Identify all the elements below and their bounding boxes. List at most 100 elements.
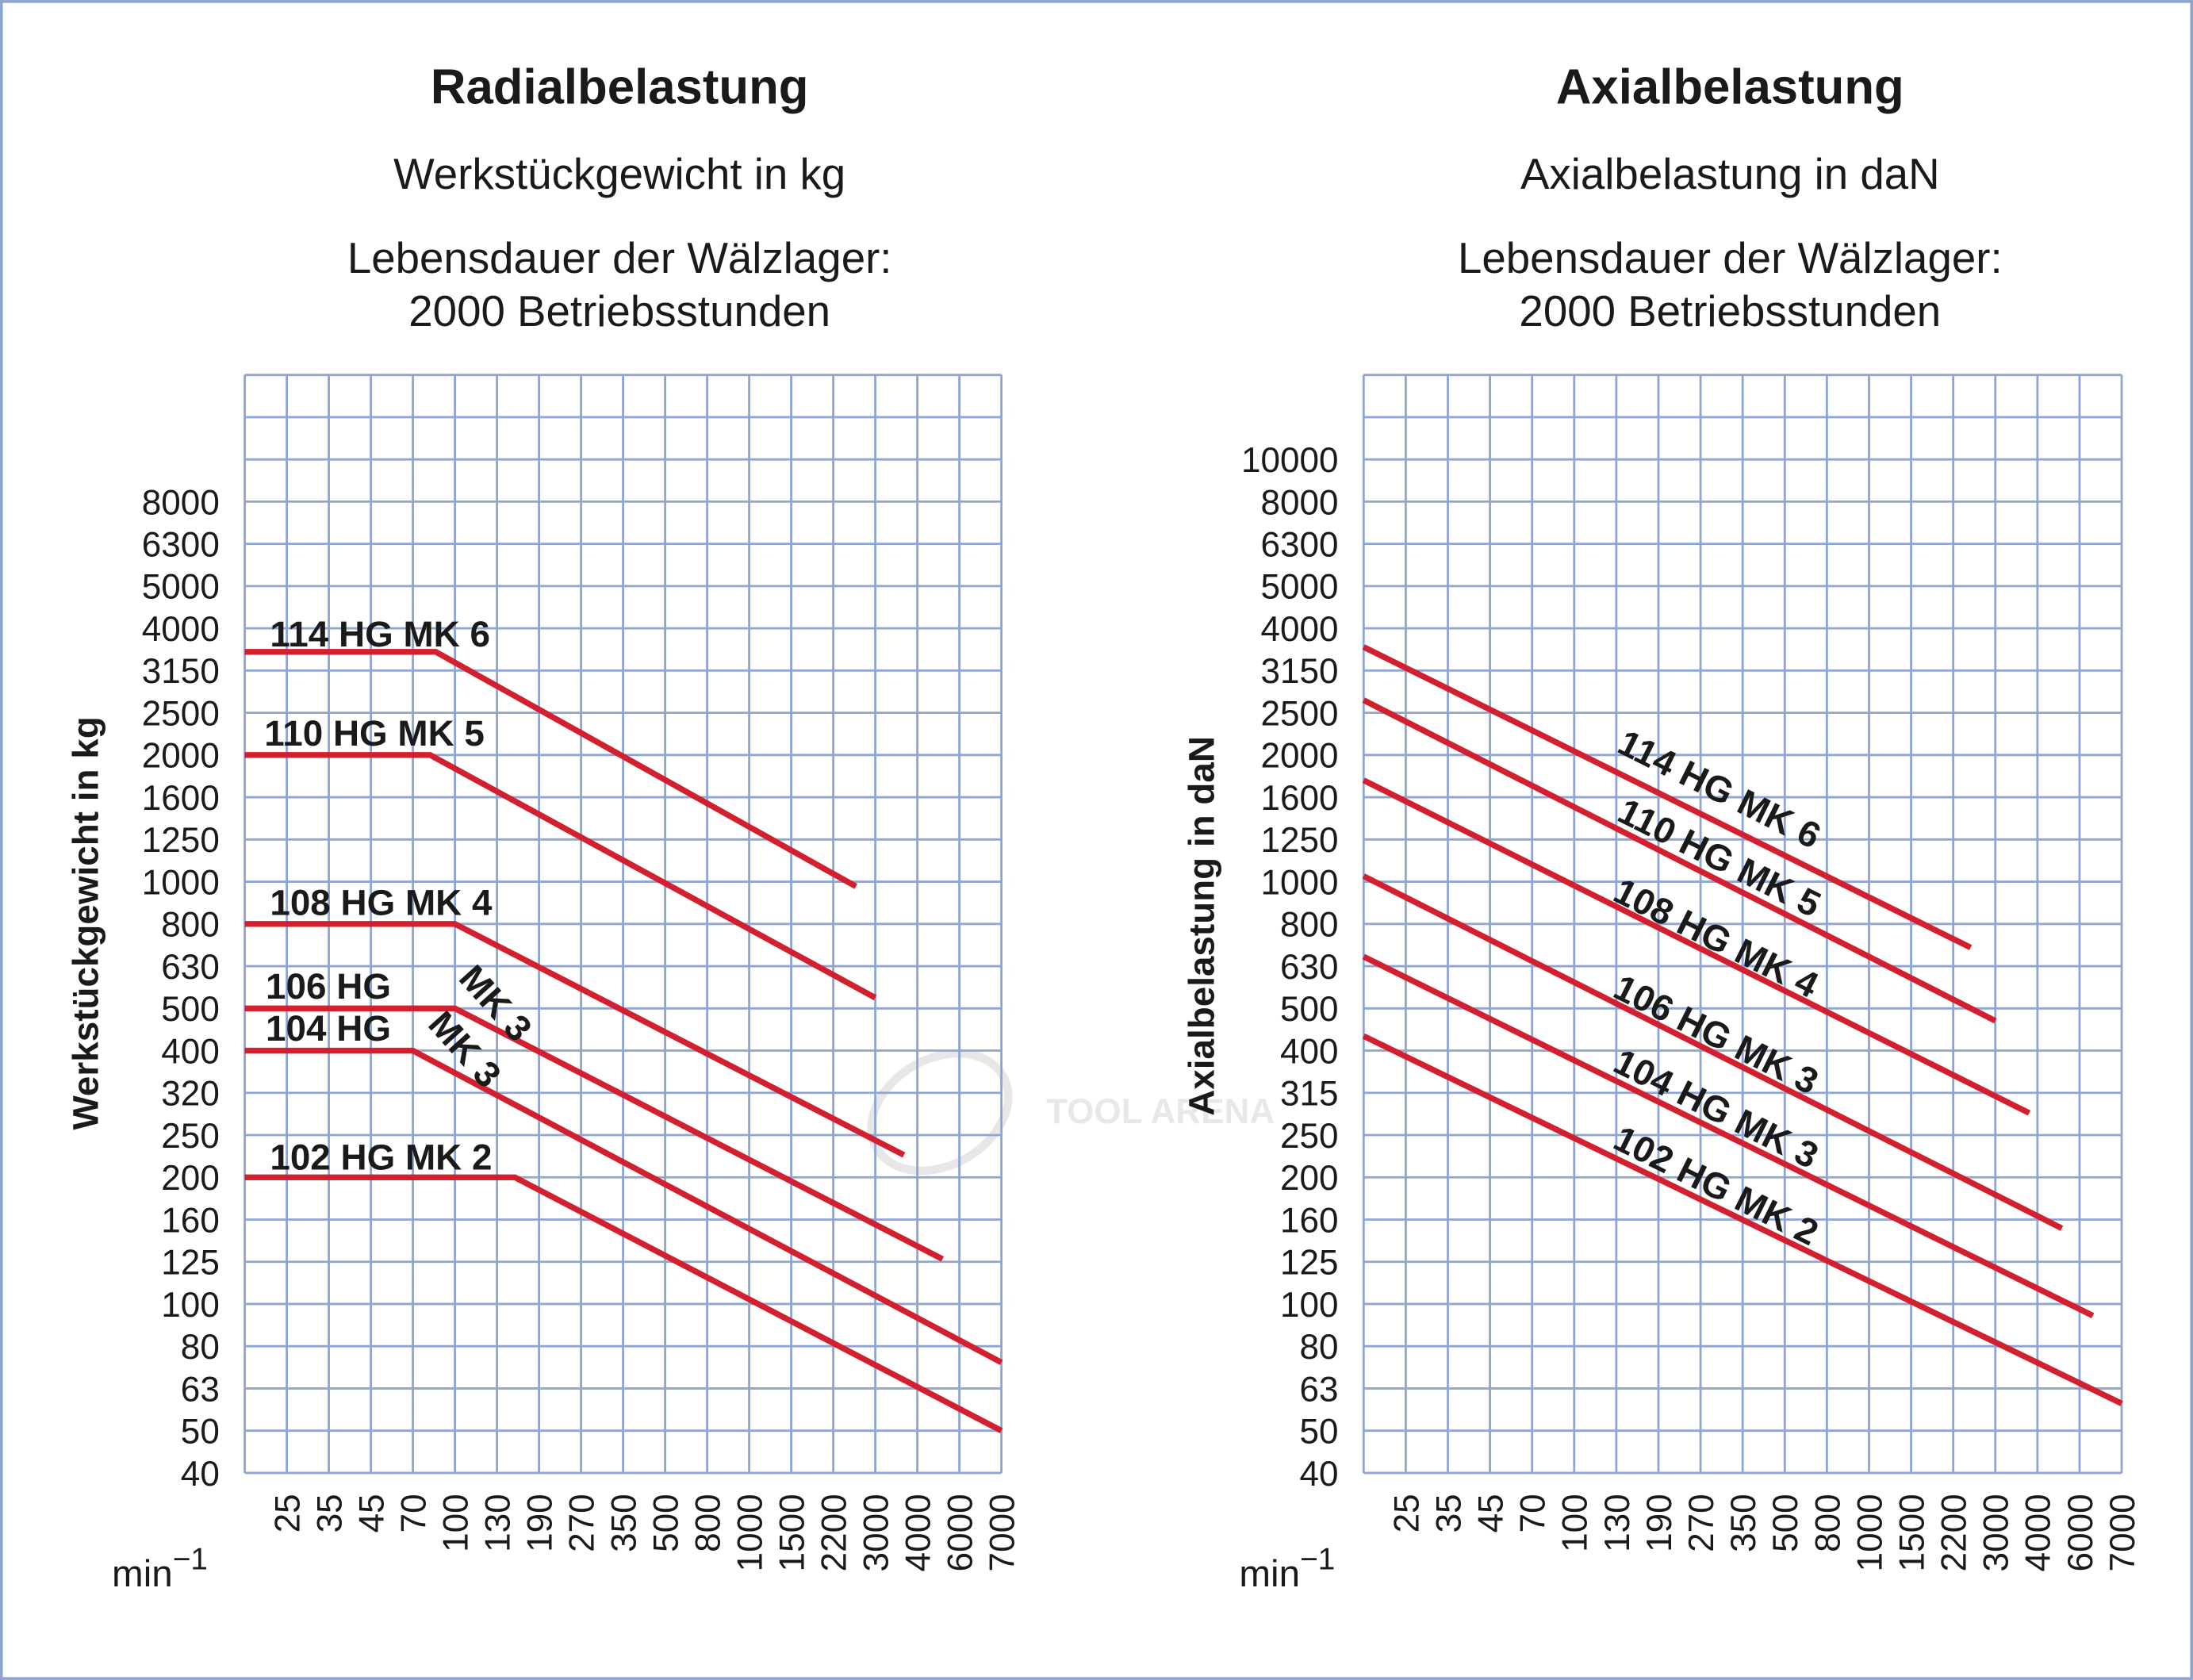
x-tick-label: 350 <box>1724 1494 1763 1552</box>
chart-note-axial-2: 2000 Betriebsstunden <box>1519 287 1941 336</box>
series-line-106-hg-mk-3 <box>244 1005 945 1262</box>
chart-note-axial-1: Lebensdauer der Wälzlager: <box>1458 234 2003 282</box>
series-line-108-hg-mk-4 <box>244 921 906 1158</box>
x-tick-label: 6000 <box>2061 1494 2100 1571</box>
x-tick-label: 130 <box>1598 1494 1637 1552</box>
y-tick-label: 1000 <box>142 863 220 902</box>
y-tick-label: 8000 <box>1261 483 1339 522</box>
y-tick-label: 50 <box>181 1413 220 1452</box>
y-tick-label: 160 <box>161 1201 220 1240</box>
y-tick-label: 500 <box>161 990 220 1029</box>
x-tick-label: 7000 <box>983 1494 1022 1571</box>
x-tick-label: 190 <box>1640 1494 1679 1552</box>
series-line-114-hg-mk-6 <box>244 649 858 889</box>
y-tick-label: 125 <box>161 1244 220 1283</box>
series-label: 108 HG MK 4 <box>270 882 493 922</box>
series-line-102-hg-mk-2 <box>244 1174 1003 1433</box>
chart-note-radial-1: Lebensdauer der Wälzlager: <box>347 234 892 282</box>
x-tick-label: 25 <box>1387 1494 1426 1532</box>
x-tick-label: 4000 <box>2019 1494 2058 1571</box>
x-tick-label: 500 <box>1766 1494 1805 1552</box>
y-tick-label: 4000 <box>142 610 220 649</box>
x-tick-label: 35 <box>310 1494 349 1532</box>
x-tick-label: 4000 <box>899 1494 937 1571</box>
x-tick-label: 1000 <box>730 1494 769 1571</box>
x-tick-label: 130 <box>478 1494 517 1552</box>
series-line-110-hg-mk-5 <box>244 752 877 1001</box>
x-tick-label: 100 <box>436 1494 475 1552</box>
plot-radial: 4050638010012516020025032040050063080010… <box>142 374 1022 1571</box>
x-tick-label: 70 <box>394 1494 433 1532</box>
plot-axial: 4050638010012516020025031540050063080010… <box>1241 374 2142 1571</box>
y-tick-label: 1250 <box>1261 821 1339 860</box>
x-tick-label: 1500 <box>1892 1494 1931 1571</box>
y-axis-title-radial: Werkstückgewicht in kg <box>65 716 105 1130</box>
y-tick-label: 6300 <box>1261 526 1339 565</box>
y-tick-label: 200 <box>161 1159 220 1198</box>
y-tick-label: 250 <box>161 1117 220 1156</box>
y-tick-label: 800 <box>1280 906 1339 945</box>
y-tick-label: 200 <box>1280 1159 1339 1198</box>
y-tick-label: 4000 <box>1261 610 1339 649</box>
series-label: 114 HG MK 6 <box>270 614 490 654</box>
y-tick-label: 2000 <box>142 737 220 776</box>
series-line-104-hg-mk-3 <box>244 1047 1003 1365</box>
y-tick-label: 63 <box>181 1370 220 1409</box>
x-tick-label: 7000 <box>2103 1494 2142 1571</box>
y-tick-label: 125 <box>1280 1244 1339 1283</box>
chart-subtitle-axial: Axialbelastung in daN <box>1520 150 1940 198</box>
x-tick-label: 190 <box>520 1494 559 1552</box>
x-unit-axial: min−1 <box>1239 1543 1335 1595</box>
svg-text:TOOL ARENA: TOOL ARENA <box>1046 1092 1275 1131</box>
y-tick-label: 63 <box>1300 1370 1339 1409</box>
y-tick-label: 80 <box>1300 1328 1339 1367</box>
y-tick-label: 500 <box>1280 990 1339 1029</box>
grid <box>243 374 1003 1475</box>
y-tick-label: 3150 <box>1261 652 1339 691</box>
chart-note-radial-2: 2000 Betriebsstunden <box>408 287 830 336</box>
y-tick-label: 400 <box>1280 1032 1339 1071</box>
series-label: 104 HG <box>266 1008 391 1049</box>
y-tick-label: 2500 <box>142 694 220 733</box>
y-tick-label: 160 <box>1280 1201 1339 1240</box>
series-line-114-hg-mk-6 <box>1362 644 1973 950</box>
chart-subtitle-radial: Werkstückgewicht in kg <box>393 150 845 198</box>
y-axis-title-axial: Axialbelastung in daN <box>1182 736 1222 1116</box>
x-tick-label: 3000 <box>1977 1494 2016 1571</box>
y-tick-label: 320 <box>161 1075 220 1114</box>
y-tick-label: 100 <box>1280 1286 1339 1325</box>
y-tick-label: 2000 <box>1261 737 1339 776</box>
y-tick-label: 10000 <box>1241 441 1339 480</box>
x-unit-radial: min−1 <box>112 1543 208 1595</box>
series-line-102-hg-mk-2 <box>1362 1033 2123 1406</box>
x-tick-label: 45 <box>352 1494 391 1532</box>
x-tick-label: 800 <box>1808 1494 1847 1552</box>
series-label: 110 HG MK 5 <box>264 713 485 754</box>
y-tick-label: 1600 <box>1261 779 1339 818</box>
x-tick-label: 350 <box>604 1494 643 1552</box>
y-tick-label: 1000 <box>1261 863 1339 902</box>
series-line-104-hg-mk-3 <box>1362 953 2095 1319</box>
y-tick-label: 3150 <box>142 652 220 691</box>
grid <box>1362 374 2123 1475</box>
y-tick-label: 630 <box>161 948 220 987</box>
y-tick-label: 630 <box>1280 948 1339 987</box>
series-line-110-hg-mk-5 <box>1362 697 1997 1024</box>
x-tick-label: 6000 <box>941 1494 980 1571</box>
y-tick-label: 315 <box>1280 1075 1339 1114</box>
series-line-106-hg-mk-3 <box>1362 873 2064 1231</box>
y-tick-label: 400 <box>161 1032 220 1071</box>
series-line-108-hg-mk-4 <box>1362 777 2031 1116</box>
watermark-logo: TOOL ARENA <box>867 1049 1275 1176</box>
y-tick-label: 250 <box>1280 1117 1339 1156</box>
x-tick-label: 35 <box>1429 1494 1468 1532</box>
x-tick-label: 500 <box>646 1494 685 1552</box>
y-tick-label: 40 <box>1300 1455 1339 1494</box>
y-tick-label: 2500 <box>1261 694 1339 733</box>
y-tick-label: 40 <box>181 1455 220 1494</box>
x-tick-label: 100 <box>1556 1494 1595 1552</box>
x-tick-label: 25 <box>268 1494 307 1532</box>
chart-title-radial: Radialbelastung <box>431 60 809 115</box>
y-tick-label: 800 <box>161 906 220 945</box>
x-tick-label: 45 <box>1471 1494 1510 1532</box>
